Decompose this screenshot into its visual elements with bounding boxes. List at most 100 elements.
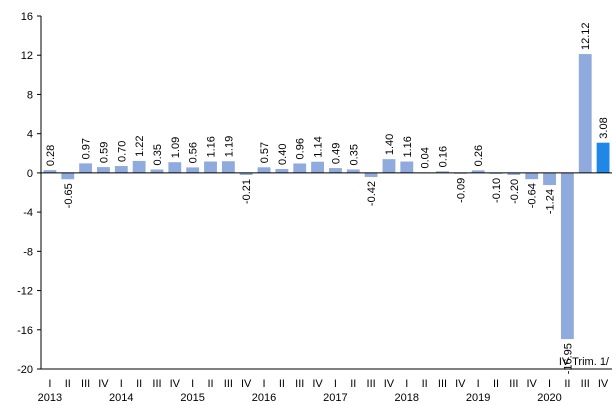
bar <box>257 167 271 173</box>
x-quarter-label: I <box>120 378 123 390</box>
x-quarter-label: IV <box>527 378 538 390</box>
note-label: IV Trim. 1/ <box>559 356 610 368</box>
data-label: -0.09 <box>455 178 467 203</box>
x-quarter-label: II <box>207 378 213 390</box>
data-label: 0.97 <box>81 138 93 159</box>
x-quarter-label: III <box>367 378 376 390</box>
data-label: 0.49 <box>330 143 342 164</box>
bar <box>346 169 360 173</box>
bar <box>436 171 449 173</box>
bar <box>239 172 253 175</box>
x-quarter-label: IV <box>598 378 609 390</box>
x-quarter-label: III <box>509 378 518 390</box>
x-quarter-label: IV <box>312 378 323 390</box>
x-quarter-label: II <box>65 378 71 390</box>
data-label: 12.12 <box>580 23 592 51</box>
x-quarter-label: II <box>350 378 356 390</box>
x-quarter-label: II <box>493 378 499 390</box>
data-label: 0.35 <box>152 144 164 165</box>
x-quarter-label: IV <box>241 378 252 390</box>
x-year-label: 2014 <box>109 392 133 404</box>
bar <box>150 169 164 173</box>
data-label: 0.56 <box>188 142 200 163</box>
y-tick-label: -8 <box>23 246 33 258</box>
x-quarter-label: II <box>136 378 142 390</box>
bar <box>79 163 93 173</box>
bar <box>543 172 556 186</box>
data-label: -16.95 <box>562 343 574 374</box>
bar <box>186 167 200 173</box>
x-year-label: 2017 <box>323 392 347 404</box>
data-label: 0.28 <box>45 145 57 166</box>
x-quarter-label: IV <box>384 378 395 390</box>
data-label: 3.08 <box>598 117 610 138</box>
x-quarter-label: II <box>279 378 285 390</box>
x-quarter-label: III <box>581 378 590 390</box>
x-quarter-label: IV <box>170 378 181 390</box>
bar <box>560 172 574 340</box>
x-year-label: 2013 <box>38 392 62 404</box>
x-quarter-label: I <box>191 378 194 390</box>
data-label: 1.40 <box>384 134 396 155</box>
data-label: 0.04 <box>420 147 432 168</box>
x-quarter-label: II <box>564 378 570 390</box>
data-label: -0.21 <box>241 179 253 204</box>
x-year-label: 2016 <box>252 392 276 404</box>
data-label: -0.42 <box>366 181 378 206</box>
data-label: -0.10 <box>491 178 503 203</box>
bar <box>578 54 592 173</box>
data-label: -1.24 <box>545 189 557 214</box>
bar <box>311 161 325 173</box>
y-tick-label: 4 <box>27 129 33 141</box>
bar <box>525 172 539 180</box>
bar <box>471 170 485 173</box>
x-quarter-label: I <box>405 378 408 390</box>
data-label: 0.26 <box>473 145 485 166</box>
data-label: 1.16 <box>206 136 218 157</box>
x-quarter-label: III <box>224 378 233 390</box>
x-quarter-label: I <box>48 378 51 390</box>
data-label: 0.40 <box>277 144 289 165</box>
bar <box>275 168 289 173</box>
y-tick-label: -12 <box>17 286 33 298</box>
data-label: 1.16 <box>402 136 414 157</box>
x-quarter-label: IV <box>455 378 466 390</box>
x-quarter-label: III <box>438 378 447 390</box>
bar <box>596 142 610 173</box>
data-label: 1.09 <box>170 137 182 158</box>
bar <box>328 168 342 173</box>
y-tick-label: 16 <box>21 11 33 23</box>
data-label: 0.96 <box>295 138 307 159</box>
x-year-label: 2020 <box>537 392 561 404</box>
y-tick-label: 0 <box>27 168 33 180</box>
x-quarter-label: I <box>263 378 266 390</box>
bar <box>114 166 128 173</box>
x-quarter-label: III <box>81 378 90 390</box>
bar <box>382 159 396 173</box>
data-label: -0.65 <box>63 183 75 208</box>
bar <box>293 163 307 173</box>
y-tick-label: 12 <box>21 50 33 62</box>
data-label: 0.59 <box>98 142 110 163</box>
bar <box>221 161 235 173</box>
y-tick-label: 8 <box>27 89 33 101</box>
x-year-label: 2018 <box>395 392 419 404</box>
bar <box>168 162 182 173</box>
x-quarter-label: I <box>548 378 551 390</box>
data-label: 0.16 <box>437 146 449 167</box>
data-label: 0.70 <box>116 141 128 162</box>
data-label: 1.19 <box>223 136 235 157</box>
x-quarter-label: II <box>422 378 428 390</box>
bar <box>204 161 217 173</box>
y-tick-label: -16 <box>17 325 33 337</box>
data-label: -0.64 <box>527 183 539 208</box>
x-quarter-label: I <box>334 378 337 390</box>
bar <box>507 172 521 175</box>
x-quarter-label: I <box>477 378 480 390</box>
y-tick-label: -4 <box>23 207 33 219</box>
y-tick-label: -20 <box>17 364 33 376</box>
bar <box>97 167 110 173</box>
x-year-label: 2015 <box>180 392 204 404</box>
data-label: 0.35 <box>348 144 360 165</box>
